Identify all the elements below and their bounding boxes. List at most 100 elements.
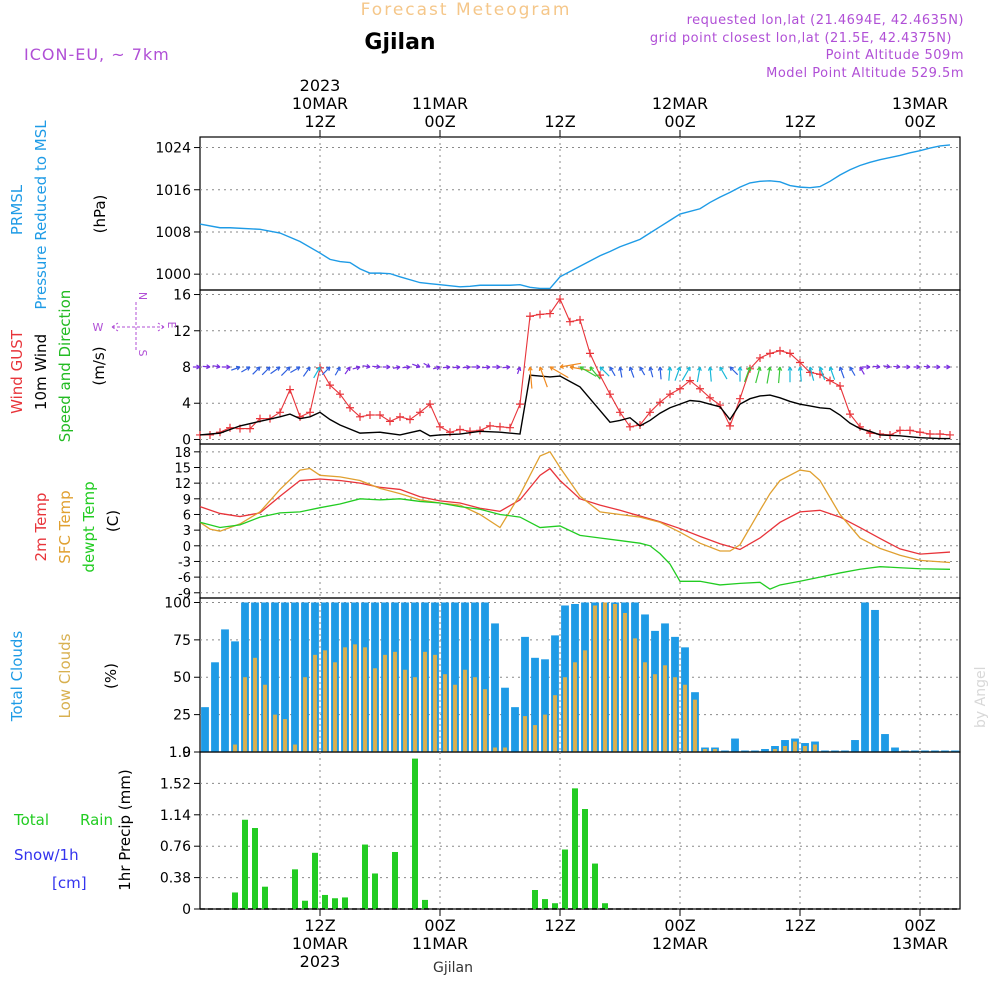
y-tick-label: 75 [173, 633, 191, 649]
low-cloud-bar [673, 677, 677, 752]
wind-direction-arrow [432, 365, 441, 371]
low-cloud-bar [393, 651, 397, 752]
wind-direction-arrow [599, 366, 610, 377]
total-cloud-bar [761, 749, 769, 752]
gust-point [366, 411, 374, 420]
compass-indicator: W E N S [93, 292, 178, 357]
gust-point [396, 412, 404, 421]
compass-north: N [136, 292, 149, 300]
gust-point [356, 412, 364, 421]
panel-4: 0 0.38 0.76 1.14 1.52 1.9 [160, 745, 961, 918]
bottom-axis-label: 00Z [424, 916, 455, 935]
total-cloud-bar [911, 750, 919, 752]
total-cloud-bar [931, 750, 939, 752]
wind-direction-arrow [392, 365, 401, 370]
wind-direction-arrow [755, 366, 762, 384]
low-cloud-bar [773, 749, 777, 752]
wind-direction-arrow [743, 366, 752, 383]
bottom-axis-label: 12Z [544, 916, 575, 935]
total-cloud-bar [451, 602, 459, 752]
total-cloud-bar [201, 707, 209, 752]
rain-bar [332, 898, 338, 909]
low-cloud-bar [353, 644, 357, 752]
panels: 10001008101610240481216-9-6-303691215180… [155, 136, 961, 918]
low-cloud-bar [283, 719, 287, 752]
total-cloud-bar [501, 687, 509, 752]
total-cloud-bar [301, 602, 309, 752]
total-cloud-bar [521, 636, 529, 752]
gust-point [536, 310, 544, 319]
wind-direction-arrow [737, 366, 743, 382]
wind-direction-arrow [352, 365, 361, 371]
total-cloud-bar [471, 602, 479, 752]
pressure-label-short: PRMSL [8, 184, 26, 235]
wind-direction-arrow [372, 364, 381, 370]
rain-bar [362, 844, 368, 909]
wind-direction-arrow [382, 364, 391, 370]
rain-bar [252, 828, 258, 909]
wind-direction-arrow [797, 366, 803, 382]
wind-direction-arrow [313, 366, 321, 379]
dewpt-line [199, 498, 951, 590]
low-cloud-bar [273, 714, 277, 752]
sfc-temp-line [199, 451, 951, 564]
total-cloud-bar [531, 657, 539, 752]
top-axis-label: 12Z [544, 112, 575, 131]
total-cloud-bar [901, 750, 909, 752]
wind-direction-arrow [933, 364, 941, 370]
low-cloud-bar [563, 677, 567, 752]
total-cloud-bar [291, 602, 299, 752]
gust-point [656, 398, 664, 407]
gust-point [506, 423, 514, 432]
y-tick-label: 12 [174, 477, 191, 492]
top-axis-label: 11MAR [412, 94, 468, 113]
total-cloud-bar [861, 602, 869, 752]
wind-direction-arrow [903, 364, 911, 370]
total-cloud-bar [841, 750, 849, 752]
low-cloud-bar [263, 684, 267, 752]
gust-point [556, 295, 564, 304]
rain-bar [562, 849, 568, 909]
gust-point [606, 390, 614, 399]
wind-direction-arrow [492, 364, 501, 370]
low-cloud-bar [443, 674, 447, 752]
top-axis-label: 00Z [424, 112, 455, 131]
low-cloud-bar [243, 677, 247, 752]
rain-bar [302, 900, 308, 909]
wind-direction-arrow [639, 366, 646, 376]
gust-point [666, 390, 674, 399]
wind-direction-arrow [828, 366, 836, 380]
total-cloud-bar [831, 750, 839, 752]
gust-point [786, 349, 794, 358]
gust-point [336, 390, 344, 399]
rain-bar [552, 903, 558, 909]
low-cloud-bar [343, 647, 347, 752]
footer-location: Gjilan [433, 960, 473, 976]
total-cloud-bar [851, 740, 859, 752]
rain-label: Rain [80, 811, 113, 829]
gust-point [276, 408, 284, 417]
point-altitude: Point Altitude 509m [826, 48, 964, 63]
low-cloud-bar [323, 650, 327, 752]
bottom-axis-label: 11MAR [412, 934, 468, 953]
wind-direction-arrow [862, 364, 871, 370]
gust-point [776, 346, 784, 355]
pressure-line [199, 144, 951, 290]
y-tick-label: 25 [173, 708, 191, 724]
wind-direction-arrow [729, 366, 739, 376]
total-cloud-bar [211, 662, 219, 752]
low-cloud-bar [613, 603, 617, 752]
wind-line [199, 374, 950, 440]
low-cloud-bar [373, 668, 377, 752]
y-tick-label: 9 [183, 493, 191, 508]
top-axis-label: 00Z [904, 112, 935, 131]
wind-direction-arrow [707, 366, 713, 382]
y-tick-label: 8 [182, 360, 191, 376]
snow-unit-label: [cm] [52, 874, 87, 892]
y-tick-label: 50 [173, 670, 191, 686]
wind-direction-arrow [280, 366, 291, 377]
wind-direction-arrow [261, 366, 271, 376]
wind-direction-arrow [290, 366, 301, 374]
direction-label: Speed and Direction [56, 290, 74, 443]
